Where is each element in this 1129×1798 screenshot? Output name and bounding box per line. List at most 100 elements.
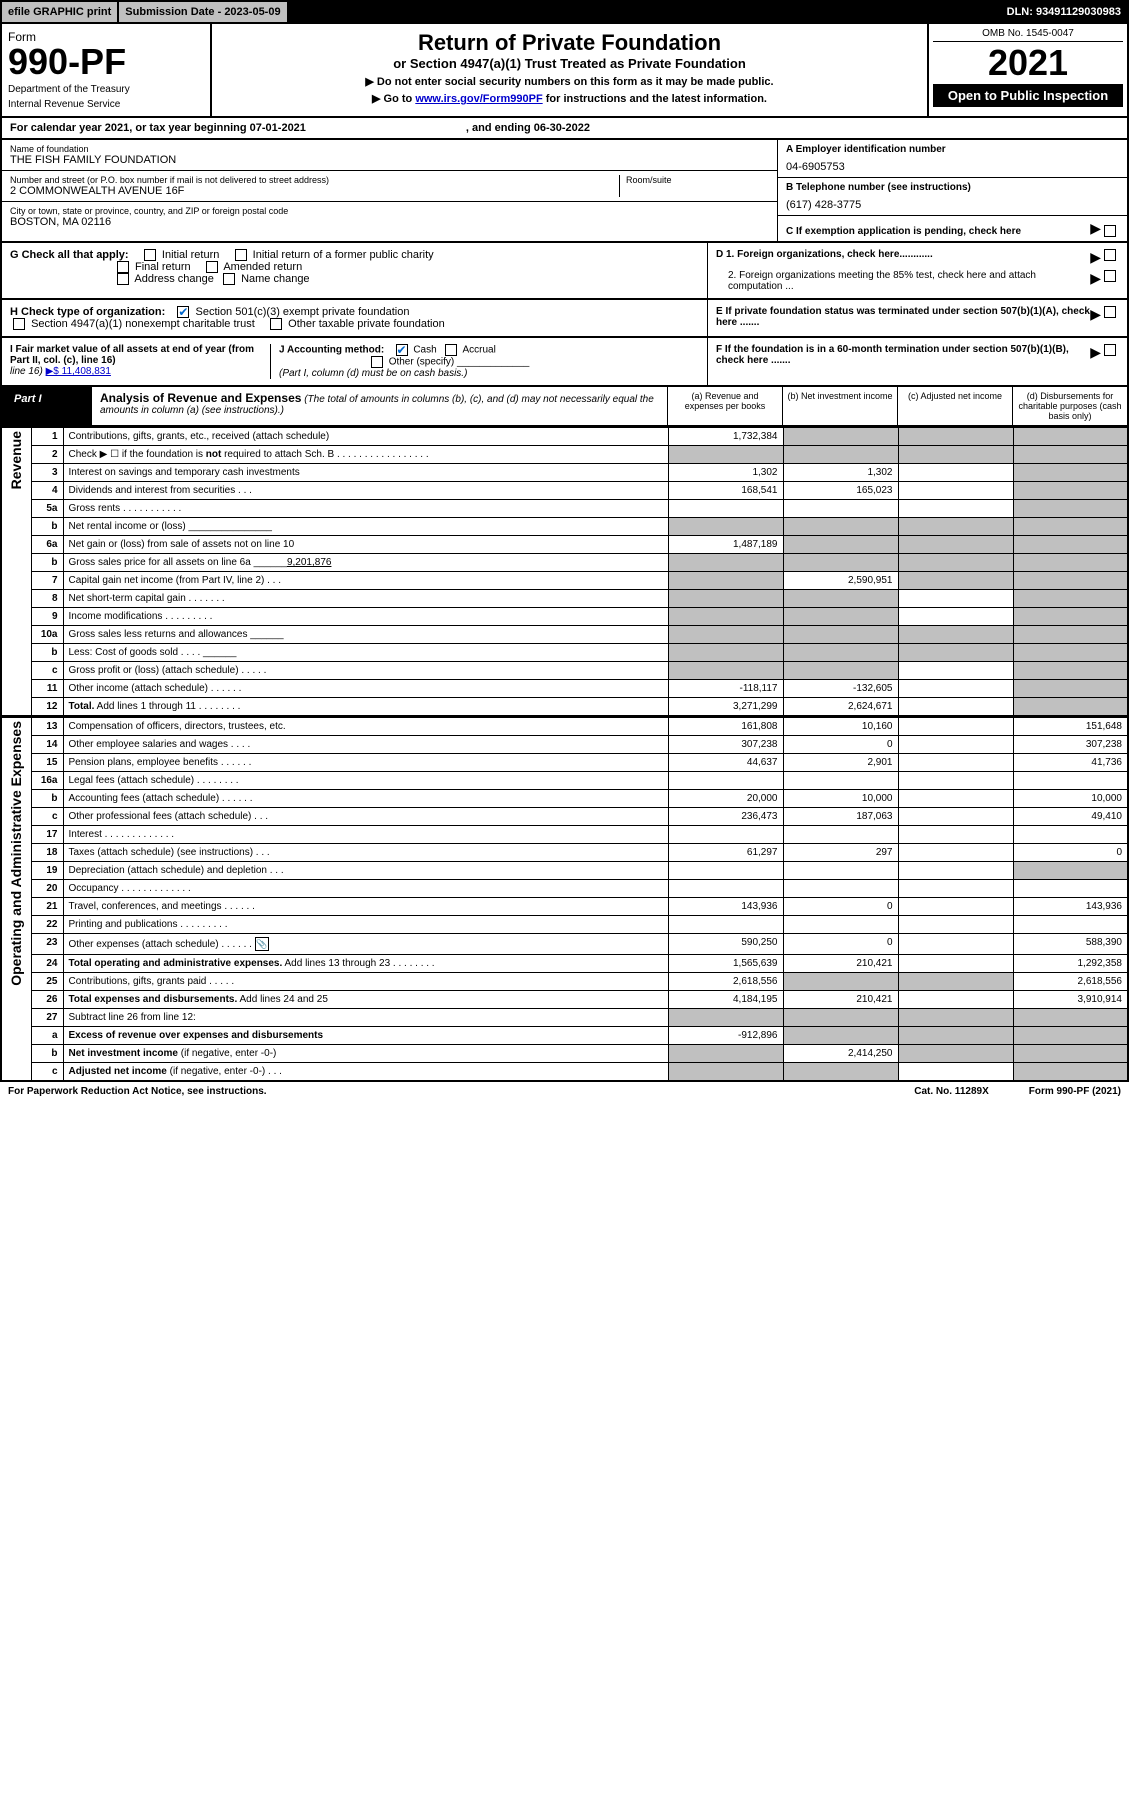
chk-initial-return[interactable]	[144, 249, 156, 261]
table-row: 10aGross sales less returns and allowanc…	[1, 626, 1128, 644]
fmv-value[interactable]: ▶$ 11,408,831	[46, 366, 111, 377]
chk-4947[interactable]	[13, 318, 25, 330]
chk-501c3[interactable]	[177, 306, 189, 318]
table-row: bNet investment income (if negative, ent…	[1, 1045, 1128, 1063]
chk-amended[interactable]	[206, 261, 218, 273]
chk-accrual[interactable]	[445, 344, 457, 356]
chk-initial-former[interactable]	[235, 249, 247, 261]
lbl-accrual: Accrual	[462, 345, 495, 356]
line-number: 20	[31, 880, 63, 898]
top-bar: efile GRAPHIC print Submission Date - 20…	[0, 0, 1129, 24]
expense-table: Operating and Administrative Expenses13C…	[0, 717, 1129, 1082]
line-description: Total. Add lines 1 through 11 . . . . . …	[63, 698, 668, 717]
amount-cell: 61,297	[668, 844, 783, 862]
amount-cell	[1013, 536, 1128, 554]
form-title: Return of Private Foundation	[218, 30, 921, 56]
omb-no: OMB No. 1545-0047	[933, 28, 1123, 42]
line-number: 27	[31, 1009, 63, 1027]
lbl-other-taxable: Other taxable private foundation	[288, 318, 445, 330]
amount-cell: 1,292,358	[1013, 955, 1128, 973]
amount-cell	[783, 446, 898, 464]
amount-cell: 297	[783, 844, 898, 862]
chk-f[interactable]	[1104, 344, 1116, 356]
chk-other-method[interactable]	[371, 356, 383, 368]
chk-address-change[interactable]	[117, 273, 129, 285]
amount-cell: -912,896	[668, 1027, 783, 1045]
amount-cell: 0	[1013, 844, 1128, 862]
line-number: b	[31, 554, 63, 572]
amount-cell	[898, 698, 1013, 717]
amount-cell	[898, 844, 1013, 862]
amount-cell: 49,410	[1013, 808, 1128, 826]
chk-e[interactable]	[1104, 306, 1116, 318]
line-description: Compensation of officers, directors, tru…	[63, 718, 668, 736]
table-row: 24Total operating and administrative exp…	[1, 955, 1128, 973]
line-number: 1	[31, 428, 63, 446]
part-title: Analysis of Revenue and Expenses	[100, 391, 301, 405]
lbl-initial-return: Initial return	[162, 249, 219, 261]
amount-cell: 588,390	[1013, 934, 1128, 955]
line-description: Printing and publications . . . . . . . …	[63, 916, 668, 934]
table-row: 5aGross rents . . . . . . . . . . .	[1, 500, 1128, 518]
chk-d-right: D 1. Foreign organizations, check here..…	[707, 243, 1127, 298]
chk-final-return[interactable]	[117, 261, 129, 273]
amount-cell	[898, 662, 1013, 680]
amount-cell	[898, 464, 1013, 482]
chk-d1[interactable]	[1104, 249, 1116, 261]
amount-cell	[898, 680, 1013, 698]
amount-cell: 168,541	[668, 482, 783, 500]
amount-cell: 1,302	[668, 464, 783, 482]
chk-cash[interactable]	[396, 344, 408, 356]
col-d-header: (d) Disbursements for charitable purpose…	[1012, 387, 1127, 425]
amount-cell: 1,487,189	[668, 536, 783, 554]
part-title-block: Analysis of Revenue and Expenses (The to…	[92, 387, 667, 425]
line-number: 15	[31, 754, 63, 772]
amount-cell	[1013, 554, 1128, 572]
amount-cell	[898, 644, 1013, 662]
line-number: b	[31, 518, 63, 536]
col-b-header: (b) Net investment income	[782, 387, 897, 425]
amount-cell	[783, 590, 898, 608]
i-label: I Fair market value of all assets at end…	[10, 344, 254, 366]
accounting-block: J Accounting method: Cash Accrual Other …	[270, 344, 699, 379]
line-description: Gross sales price for all assets on line…	[63, 554, 668, 572]
irs-link[interactable]: www.irs.gov/Form990PF	[415, 93, 542, 105]
line-number: c	[31, 1063, 63, 1082]
amount-cell	[898, 572, 1013, 590]
lbl-initial-former: Initial return of a former public charit…	[253, 249, 434, 261]
line-number: 23	[31, 934, 63, 955]
chk-name-change[interactable]	[223, 273, 235, 285]
arrow-icon: ▶	[1090, 220, 1101, 237]
col-a-header: (a) Revenue and expenses per books	[667, 387, 782, 425]
line-description: Excess of revenue over expenses and disb…	[63, 1027, 668, 1045]
chk-g-left: G Check all that apply: Initial return I…	[2, 243, 707, 298]
open-inspection: Open to Public Inspection	[933, 84, 1123, 107]
amount-cell	[898, 991, 1013, 1009]
table-row: 25Contributions, gifts, grants paid . . …	[1, 973, 1128, 991]
calendar-year-row: For calendar year 2021, or tax year begi…	[0, 118, 1129, 140]
info-right: A Employer identification number 04-6905…	[777, 140, 1127, 241]
line-description: Legal fees (attach schedule) . . . . . .…	[63, 772, 668, 790]
amount-cell: 2,618,556	[668, 973, 783, 991]
amount-cell	[898, 590, 1013, 608]
amount-cell	[668, 590, 783, 608]
form-header: Form 990-PF Department of the Treasury I…	[0, 24, 1129, 118]
line-description: Depreciation (attach schedule) and deple…	[63, 862, 668, 880]
table-row: Revenue1Contributions, gifts, grants, et…	[1, 428, 1128, 446]
amount-cell	[668, 446, 783, 464]
line-number: 14	[31, 736, 63, 754]
amount-cell	[668, 1009, 783, 1027]
amount-cell	[668, 554, 783, 572]
exemption-checkbox[interactable]	[1104, 225, 1116, 237]
amount-cell	[898, 973, 1013, 991]
chk-d2[interactable]	[1104, 270, 1116, 282]
attachment-icon[interactable]: 📎	[255, 937, 269, 951]
line-number: b	[31, 790, 63, 808]
arrow-icon: ▶	[1090, 270, 1101, 292]
g-label: G Check all that apply:	[10, 249, 129, 261]
table-row: bLess: Cost of goods sold . . . . ______	[1, 644, 1128, 662]
chk-other-taxable[interactable]	[270, 318, 282, 330]
line-description: Gross rents . . . . . . . . . . .	[63, 500, 668, 518]
city-cell: City or town, state or province, country…	[2, 202, 777, 232]
amount-cell: 2,590,951	[783, 572, 898, 590]
